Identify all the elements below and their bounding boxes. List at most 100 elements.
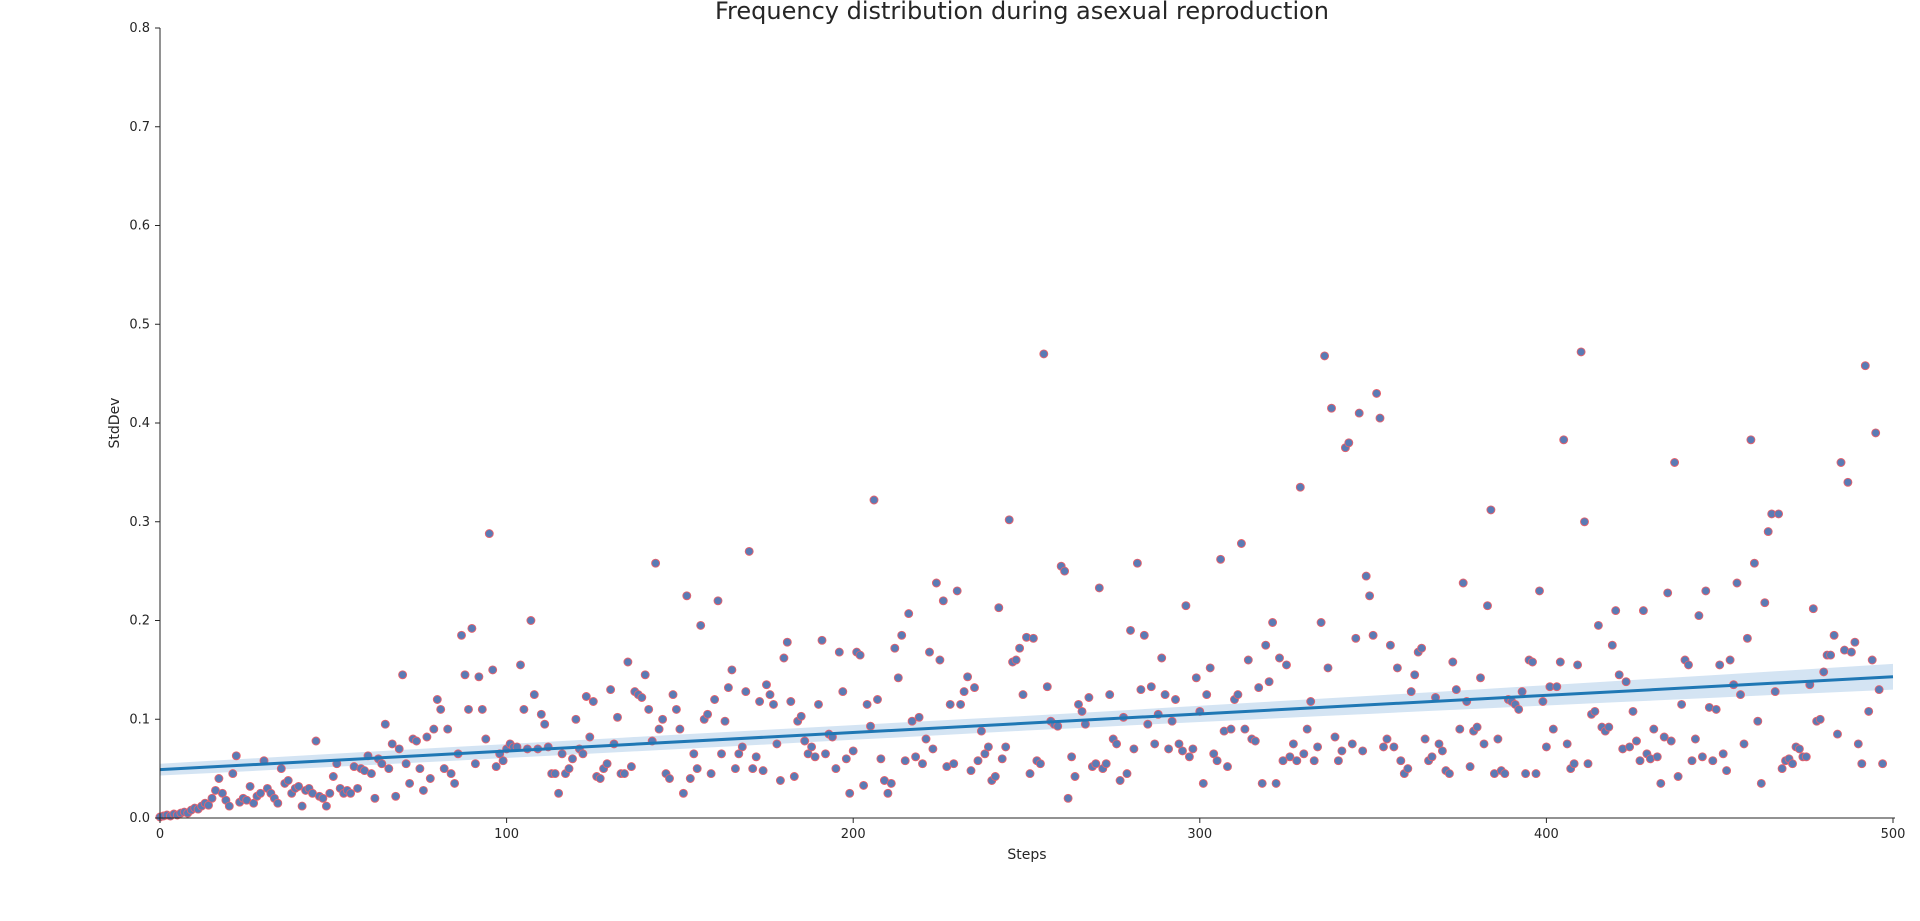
y-axis-label: StdDev: [107, 398, 123, 449]
data-point: [1559, 435, 1569, 445]
y-tick-label: 0.6: [129, 219, 150, 234]
data-point: [1368, 630, 1378, 640]
data-point: [1025, 769, 1035, 779]
y-tick-label: 0.1: [129, 712, 150, 727]
data-point: [1094, 583, 1104, 593]
data-point: [1313, 742, 1323, 752]
data-point: [1611, 606, 1621, 616]
data-point: [1202, 690, 1212, 700]
data-point: [1344, 438, 1354, 448]
data-point: [606, 685, 616, 695]
data-point: [925, 647, 934, 657]
data-point: [717, 749, 726, 759]
x-tick-label: 100: [494, 827, 519, 842]
data-point: [1139, 630, 1149, 640]
data-point: [713, 596, 723, 606]
data-point: [484, 529, 494, 539]
data-point: [911, 752, 921, 762]
data-point: [654, 724, 664, 734]
data-point: [540, 719, 550, 729]
data-point: [1223, 762, 1232, 772]
data-point: [789, 772, 799, 781]
data-point: [637, 693, 647, 702]
data-point: [775, 776, 785, 785]
data-point: [1649, 724, 1659, 734]
data-point: [1656, 778, 1666, 788]
data-point: [730, 764, 740, 774]
data-point: [1091, 759, 1101, 769]
data-point: [1635, 756, 1645, 766]
data-point: [1663, 588, 1673, 598]
data-point: [1476, 673, 1485, 683]
data-point: [786, 697, 796, 706]
data-point: [474, 672, 484, 682]
data-point: [1846, 647, 1856, 657]
data-point: [1181, 601, 1191, 611]
data-point: [1569, 759, 1579, 769]
data-point: [585, 732, 595, 742]
data-point: [859, 780, 869, 790]
data-point: [498, 756, 508, 766]
data-point: [1330, 732, 1340, 742]
data-point: [1358, 746, 1368, 756]
data-point: [1535, 586, 1544, 596]
data-point: [1178, 746, 1187, 756]
data-point: [1320, 351, 1330, 361]
data-point: [1604, 722, 1614, 732]
data-point: [1403, 764, 1413, 774]
data-point: [980, 749, 990, 759]
data-point: [1285, 752, 1295, 762]
data-point: [1410, 670, 1420, 680]
data-point: [550, 769, 560, 779]
data-point: [1257, 778, 1267, 788]
data-point: [1867, 655, 1877, 665]
data-point: [415, 764, 425, 774]
data-point: [1365, 591, 1375, 601]
data-point: [1458, 578, 1468, 588]
data-point: [613, 712, 622, 722]
data-point: [1677, 699, 1687, 709]
data-point: [1427, 752, 1437, 762]
data-point: [401, 759, 411, 769]
data-point: [1164, 744, 1174, 754]
y-tick-label: 0.7: [129, 120, 150, 135]
data-point: [1562, 739, 1572, 749]
data-point: [1157, 653, 1167, 663]
data-point: [1417, 643, 1427, 653]
data-point: [516, 660, 525, 670]
data-point: [668, 690, 678, 700]
data-point: [1240, 724, 1250, 734]
data-point: [231, 751, 241, 761]
data-point: [1756, 778, 1766, 788]
data-point: [983, 742, 993, 752]
data-point: [897, 630, 907, 640]
data-point: [460, 670, 470, 680]
data-point: [1309, 756, 1319, 766]
data-point: [1084, 693, 1094, 702]
data-point: [1396, 756, 1406, 766]
data-point: [366, 769, 376, 779]
data-point: [1722, 766, 1732, 776]
data-point: [814, 699, 823, 709]
data-point: [1632, 736, 1641, 746]
data-point: [966, 766, 976, 776]
data-point: [671, 704, 681, 714]
data-point: [1833, 729, 1842, 739]
data-point: [1392, 663, 1402, 673]
data-point: [1451, 685, 1461, 695]
data-point: [564, 764, 574, 774]
data-point: [1625, 742, 1635, 752]
data-point: [370, 793, 380, 803]
data-point: [1316, 618, 1326, 627]
data-point: [1004, 515, 1014, 525]
data-point: [706, 769, 716, 779]
data-point: [1444, 769, 1454, 779]
data-point: [1860, 361, 1870, 371]
data-point: [1053, 721, 1063, 731]
data-point: [1389, 742, 1399, 752]
data-point: [1548, 724, 1558, 734]
data-point: [1001, 742, 1011, 752]
data-point: [283, 776, 293, 785]
data-point: [1725, 655, 1735, 665]
data-point: [1736, 690, 1745, 700]
